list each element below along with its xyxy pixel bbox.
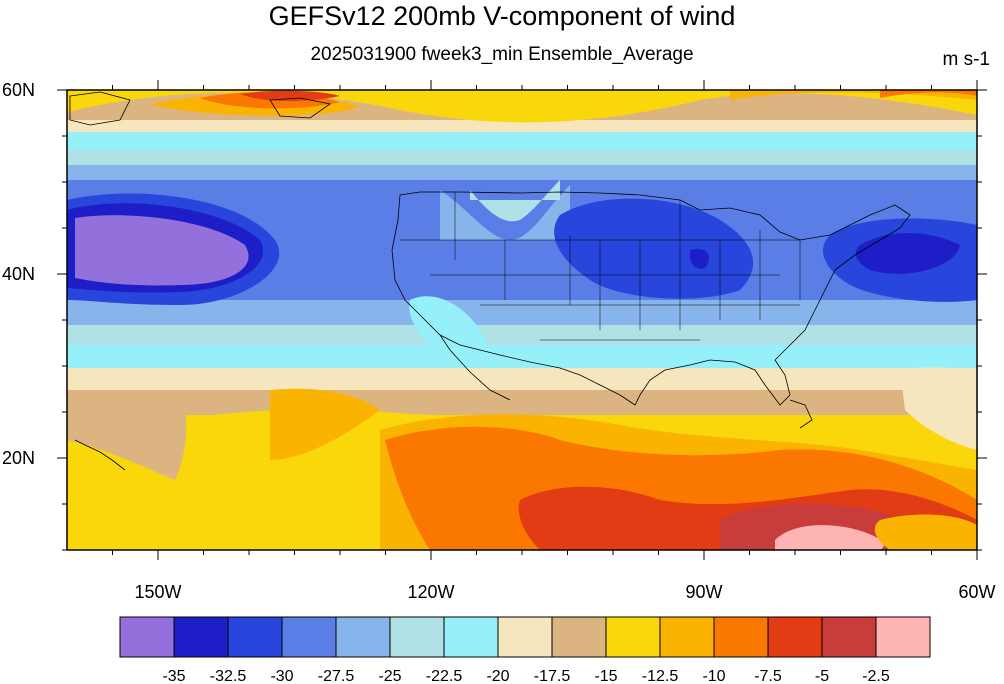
colorbar-swatch	[119, 616, 175, 658]
colorbar-label: -17.5	[534, 668, 571, 684]
colorbar-label: -5	[815, 668, 829, 684]
wind-field	[67, 90, 977, 550]
colorbar-swatch	[443, 616, 499, 658]
colorbar-swatch	[173, 616, 229, 658]
longitude-axis: 150W 120W 90W 60W	[112, 80, 996, 602]
colorbar-swatch	[227, 616, 283, 658]
colorbar-label: -35	[162, 668, 185, 684]
colorbar-label: -25	[378, 668, 401, 684]
colorbar-label: -22.5	[426, 668, 463, 684]
lon-tick-label: 120W	[407, 582, 454, 602]
coastlines	[69, 91, 911, 471]
colorbar-label: -30	[270, 668, 293, 684]
lon-tick-label: 60W	[958, 582, 995, 602]
units-label: m s-1	[942, 49, 991, 70]
lon-tick-label: 150W	[134, 582, 181, 602]
state-borders	[400, 192, 801, 341]
colorbar-label: -2.5	[862, 668, 890, 684]
colorbar-swatch	[389, 616, 445, 658]
colorbar-label: -27.5	[318, 668, 355, 684]
lat-tick-label: 20N	[2, 448, 35, 468]
colorbar-label: -12.5	[642, 668, 679, 684]
colorbar-swatch	[875, 616, 931, 658]
colorbar-swatch	[605, 616, 661, 658]
colorbar-label: -32.5	[210, 668, 247, 684]
colorbar-swatch	[551, 616, 607, 658]
colorbar-swatch	[821, 616, 877, 658]
lat-tick-label: 40N	[2, 264, 35, 284]
colorbar-swatch	[659, 616, 715, 658]
colorbar: -35 -32.5 -30 -27.5 -25 -22.5 -20 -17.5 -15 -12.5…	[119, 616, 931, 684]
map-title: GEFSv12 200mb V-component of wind	[268, 1, 736, 31]
lon-tick-label: 90W	[685, 582, 722, 602]
colorbar-label: -20	[486, 668, 509, 684]
colorbar-label: -10	[702, 668, 725, 684]
colorbar-swatch	[335, 616, 391, 658]
colorbar-swatch	[767, 616, 823, 658]
colorbar-label: -15	[594, 668, 617, 684]
colorbar-label: -7.5	[754, 668, 782, 684]
map-subtitle: 2025031900 fweek3_min Ensemble_Average	[310, 44, 694, 65]
latitude-axis: 60N 40N 20N	[2, 80, 987, 551]
colorbar-swatch	[281, 616, 337, 658]
colorbar-swatch	[497, 616, 553, 658]
colorbar-swatch	[713, 616, 769, 658]
lat-tick-label: 60N	[2, 80, 35, 100]
